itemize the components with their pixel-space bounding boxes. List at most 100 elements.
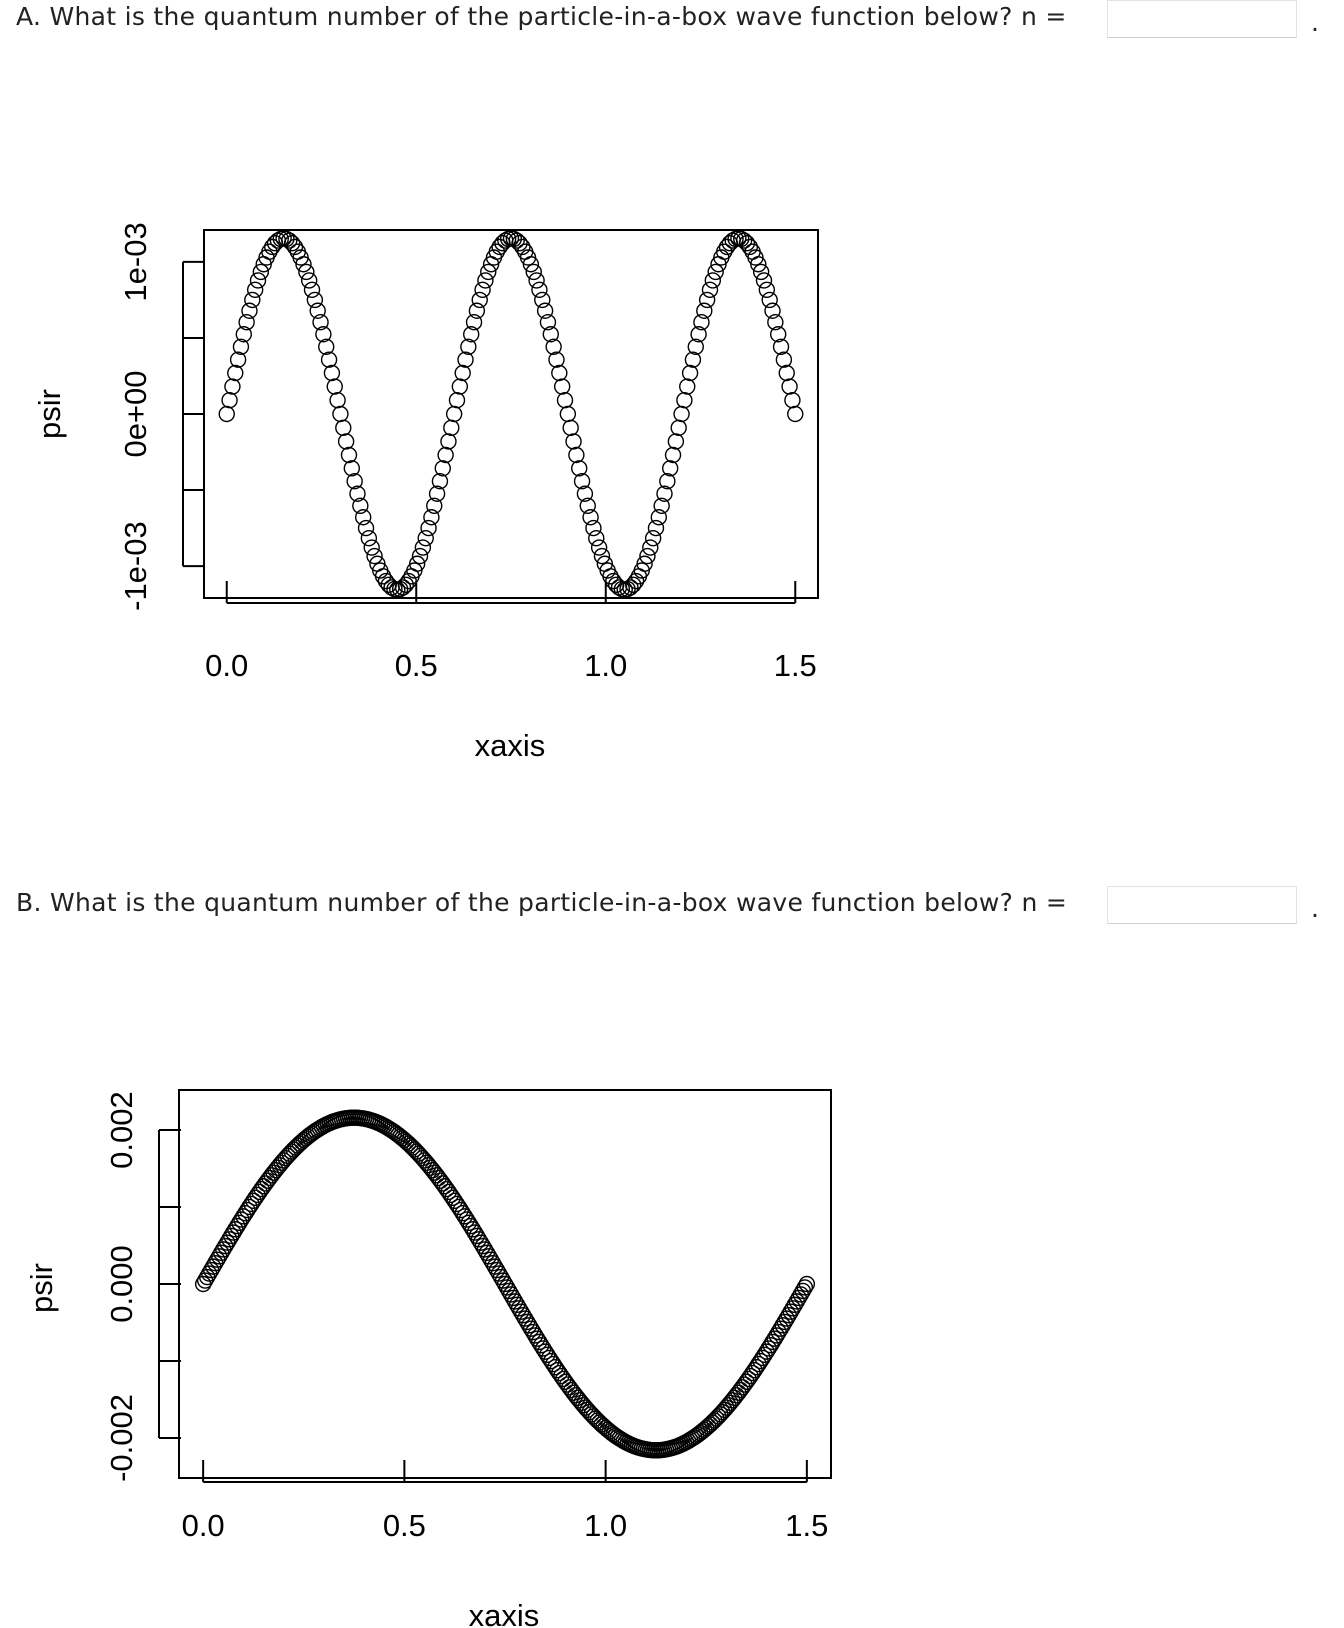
chart-a-point — [679, 378, 696, 395]
chart-a-point — [562, 419, 579, 436]
chart-a-point — [340, 446, 358, 464]
chart-a-point — [661, 460, 679, 477]
chart-a-point — [698, 291, 716, 309]
chart-a-point — [670, 419, 687, 436]
chart-a-point — [283, 235, 301, 252]
chart-a-point — [445, 405, 463, 423]
chart-a-point — [315, 326, 332, 343]
question-b-period: . — [1311, 894, 1319, 923]
chart-a-ytick-label: 1e-03 — [118, 222, 153, 301]
chart-a-point — [397, 576, 415, 593]
chart-b-point — [734, 1379, 751, 1396]
chart-a-point — [238, 314, 255, 331]
chart-a-point — [531, 281, 548, 299]
chart-a-point — [659, 473, 676, 490]
chart-a-point — [738, 235, 756, 252]
chart-a-point — [593, 547, 611, 565]
chart-a-point — [460, 338, 477, 355]
chart-a-point — [542, 326, 559, 343]
chart-a-ytick-label: 0e+00 — [118, 370, 153, 457]
chart-a-point — [647, 519, 665, 537]
chart-a-point — [525, 263, 542, 281]
chart-a-ylabel: psir — [32, 389, 67, 439]
chart-a-point — [463, 326, 480, 343]
chart-a-point — [625, 576, 642, 593]
chart-a-point — [448, 392, 466, 409]
chart-a-point — [320, 351, 338, 368]
chart-b-ytick-labels: -0.002 0.000 0.002 — [104, 1091, 139, 1482]
chart-a-point — [232, 338, 250, 355]
chart-a-point — [303, 281, 321, 299]
chart-a-point — [622, 579, 639, 596]
chart-b-point — [798, 1275, 816, 1293]
chart-a-point — [235, 326, 253, 343]
chart-a-point — [778, 364, 795, 382]
answer-input-a[interactable] — [1107, 0, 1297, 38]
chart-a-point — [309, 302, 326, 319]
chart-b: psir xaxis -0.002 0.000 0.002 0.0 0.5 1.0 1.5 — [24, 1089, 832, 1628]
chart-a-point — [772, 338, 790, 355]
chart-b-points — [194, 1109, 816, 1459]
chart-a: psir xaxis -1e-03 0e+00 1e-03 0.0 0.5 1.0 1.5 — [32, 222, 819, 763]
chart-a-point — [650, 509, 668, 526]
chart-a-point — [693, 314, 710, 331]
chart-a-point — [573, 473, 591, 490]
chart-a-point — [571, 460, 588, 477]
chart-a-point — [514, 238, 531, 256]
question-b-prompt: B. What is the quantum number of the par… — [16, 888, 1068, 917]
chart-b-point — [740, 1370, 757, 1388]
chart-a-point — [306, 291, 324, 309]
chart-a-point — [784, 392, 801, 409]
chart-a-point — [653, 497, 670, 514]
chart-a-point — [357, 519, 375, 537]
chart-a-point — [417, 529, 434, 547]
chart-a-point — [565, 433, 582, 450]
chart-a-point — [539, 314, 557, 331]
chart-b-point — [432, 1172, 449, 1189]
chart-a-point — [673, 405, 690, 423]
answer-input-b[interactable] — [1107, 886, 1297, 924]
chart-a-point — [480, 263, 497, 281]
chart-a-point — [636, 555, 653, 572]
chart-a-point — [707, 263, 724, 281]
chart-b-ylabel: psir — [24, 1263, 59, 1313]
chart-a-point — [218, 405, 235, 423]
chart-a-point — [318, 338, 335, 355]
chart-a-point — [457, 351, 474, 368]
chart-b-point — [555, 1370, 572, 1388]
chart-a-point — [437, 446, 454, 464]
chart-b-point — [736, 1376, 753, 1393]
chart-b-ytick-label: 0.002 — [104, 1091, 139, 1169]
chart-a-point — [221, 392, 238, 409]
chart-a-point — [451, 378, 469, 395]
chart-a-point — [428, 485, 446, 502]
chart-a-point — [696, 302, 713, 319]
chart-a-xtick-label: 0.0 — [205, 648, 248, 683]
chart-a-point — [434, 460, 451, 477]
chart-a-point — [394, 579, 412, 596]
chart-a-point — [337, 433, 355, 450]
chart-a-point — [298, 263, 315, 281]
chart-a-point — [559, 405, 577, 423]
chart-b-point — [257, 1175, 274, 1192]
chart-a-point — [704, 272, 722, 289]
question-a-period: . — [1311, 8, 1319, 37]
chart-a-xtick-labels: 0.0 0.5 1.0 1.5 — [205, 648, 817, 683]
chart-a-point — [627, 572, 645, 590]
chart-a-point — [366, 547, 383, 565]
chart-a-point — [556, 392, 574, 409]
chart-a-point — [411, 547, 429, 565]
chart-a-point — [352, 497, 369, 514]
chart-a-point — [690, 326, 707, 343]
chart-a-ytick-label: -1e-03 — [118, 521, 153, 611]
chart-a-point — [349, 485, 366, 502]
chart-b-point — [251, 1183, 268, 1201]
chart-a-point — [551, 364, 568, 382]
chart-b-xtick-label: 1.5 — [785, 1508, 828, 1543]
chart-b-point — [730, 1384, 747, 1401]
chart-b-xlabel: xaxis — [469, 1598, 540, 1628]
chart-a-point — [300, 272, 318, 289]
chart-a-point — [465, 314, 483, 331]
chart-b-point — [253, 1180, 270, 1198]
chart-b-point — [553, 1367, 570, 1385]
